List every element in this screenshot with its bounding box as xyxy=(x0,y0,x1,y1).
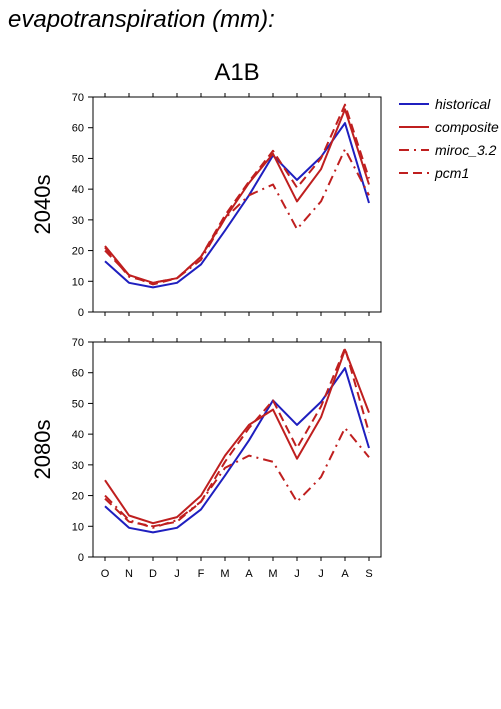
y-tick-label: 10 xyxy=(72,521,84,533)
x-tick-label: J xyxy=(318,568,324,580)
y-tick-label: 20 xyxy=(72,246,84,258)
x-tick-label: M xyxy=(220,568,229,580)
series-line-pcm1 xyxy=(104,103,370,286)
y-tick-label: 10 xyxy=(72,276,84,288)
plot-frame xyxy=(92,341,382,558)
series-line-pcm1 xyxy=(104,347,370,528)
x-tick-label: N xyxy=(125,568,133,580)
y-tick-label: 40 xyxy=(72,184,84,196)
x-tick-label: M xyxy=(268,568,277,580)
y-axis-label: 2040s xyxy=(30,175,55,235)
legend-label: historical xyxy=(435,96,491,112)
x-tick-label: J xyxy=(174,568,180,580)
chart-title: A1B xyxy=(214,59,259,86)
x-tick-label: A xyxy=(245,568,253,580)
x-tick-label: A xyxy=(341,568,349,580)
y-tick-label: 30 xyxy=(72,460,84,472)
x-tick-label: D xyxy=(149,568,157,580)
y-tick-label: 50 xyxy=(72,398,84,410)
y-axis-label: 2080s xyxy=(30,420,55,480)
legend-label: composite xyxy=(435,119,499,135)
y-tick-label: 60 xyxy=(72,123,84,135)
plot-frame xyxy=(92,96,382,313)
y-tick-label: 20 xyxy=(72,491,84,503)
y-tick-label: 50 xyxy=(72,153,84,165)
x-tick-label: J xyxy=(294,568,300,580)
series-line-miroc-3-2 xyxy=(104,148,370,284)
y-tick-label: 40 xyxy=(72,429,84,441)
x-tick-label: O xyxy=(101,568,110,580)
y-tick-label: 0 xyxy=(78,307,84,319)
y-tick-label: 70 xyxy=(72,92,84,104)
series-line-miroc-3-2 xyxy=(104,427,370,529)
y-tick-label: 60 xyxy=(72,368,84,380)
y-tick-label: 70 xyxy=(72,337,84,349)
y-tick-label: 30 xyxy=(72,215,84,227)
legend-label: pcm1 xyxy=(434,165,469,181)
page-title: evapotranspiration (mm): xyxy=(8,6,275,33)
chart-panel-2040s: 0 10 20 30 40 50 60 70 2040s xyxy=(30,92,382,319)
series-line-composite xyxy=(104,348,370,525)
series-line-composite xyxy=(104,108,370,284)
series-line-historical xyxy=(104,122,370,289)
legend: historical composite miroc_3.2 pcm1 xyxy=(399,96,499,181)
chart-panel-2080s: 0 10 20 30 40 50 60 70 O N D J F M A M J J A S 2080s xyxy=(30,337,382,580)
y-tick-label: 0 xyxy=(78,552,84,564)
legend-label: miroc_3.2 xyxy=(435,142,497,158)
x-tick-label: S xyxy=(365,568,372,580)
x-tick-label: F xyxy=(198,568,205,580)
